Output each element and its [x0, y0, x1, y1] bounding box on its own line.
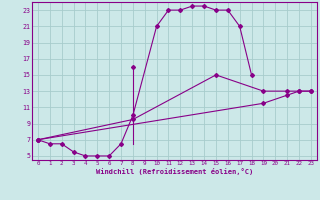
X-axis label: Windchill (Refroidissement éolien,°C): Windchill (Refroidissement éolien,°C)	[96, 168, 253, 175]
